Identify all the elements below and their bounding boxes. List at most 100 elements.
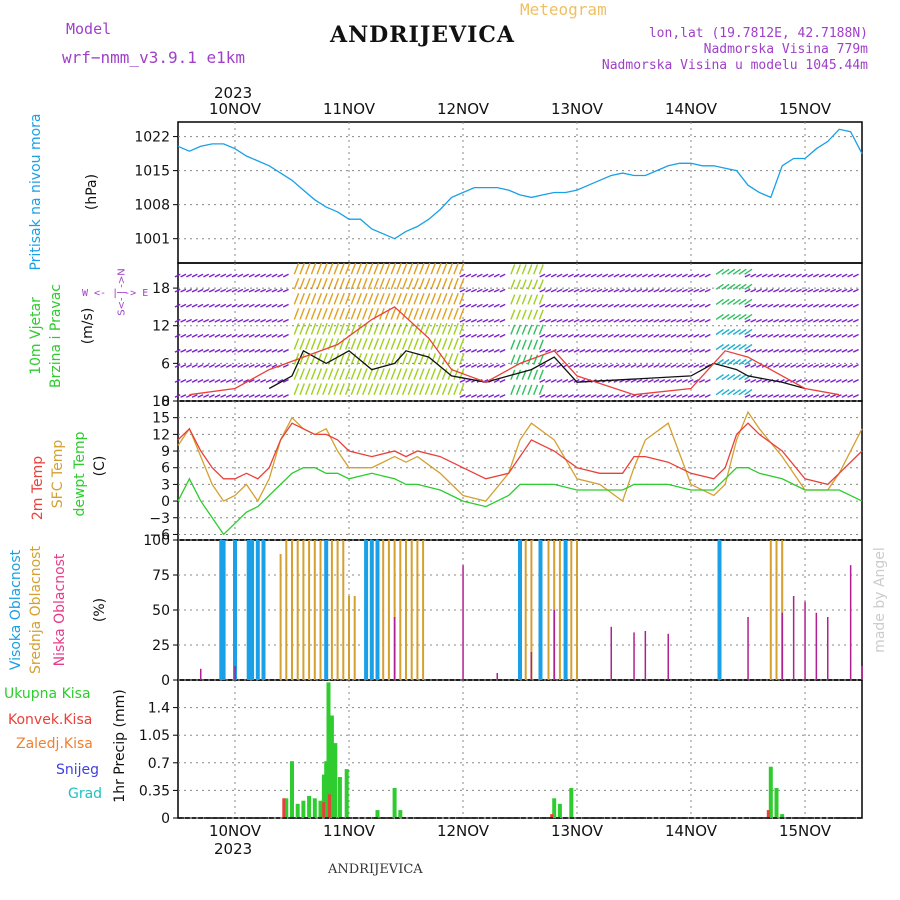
wind-arrow — [584, 273, 591, 278]
x-tick-bottom: 12NOV — [437, 822, 490, 840]
precip-bar-total — [295, 803, 300, 818]
wind-arrow — [527, 264, 533, 275]
wind-arrow — [316, 323, 323, 335]
wind-arrow — [527, 279, 533, 290]
wind-arrow — [214, 288, 221, 293]
wind-arrow — [533, 309, 539, 320]
wind-arrow — [185, 303, 192, 308]
wind-arrow — [384, 338, 391, 350]
wind-arrow — [174, 394, 181, 398]
wind-arrow — [852, 363, 859, 368]
wind-arrow — [401, 383, 408, 395]
wind-arrow — [265, 288, 272, 293]
wind-arrow — [305, 323, 311, 335]
wind-arrow — [282, 318, 289, 323]
wind-arrow — [453, 262, 459, 275]
wind-arrow — [344, 262, 351, 275]
wind-arrow — [715, 374, 724, 381]
wind-arrow — [847, 363, 854, 368]
wind-arrow — [830, 348, 837, 353]
wind-arrow — [322, 292, 328, 305]
wind-arrow — [316, 292, 323, 305]
wind-arrow — [596, 333, 603, 338]
wind-arrow — [704, 333, 711, 338]
wind-arrow — [208, 303, 215, 308]
wind-arrow — [373, 262, 380, 275]
cloud-bar-mid — [405, 540, 407, 680]
wind-arrow — [550, 333, 557, 338]
wind-arrow — [470, 394, 477, 398]
wind-arrow — [670, 288, 677, 293]
wind-arrow — [567, 379, 574, 383]
wind-arrow — [527, 294, 533, 305]
cloud-bar-high — [364, 540, 369, 680]
precip-frozen-label: Zaledj.Kisa — [16, 736, 93, 752]
cloud-bar-mid — [769, 540, 772, 680]
wind-arrow — [436, 277, 442, 290]
wind-arrow — [738, 343, 747, 351]
wind-arrow — [590, 273, 597, 278]
wind-arrow — [687, 318, 694, 323]
wind-arrow — [471, 318, 477, 323]
wind-arrow — [344, 277, 351, 290]
wind-arrow — [293, 292, 300, 305]
cloud-bar-low — [781, 612, 783, 680]
wind-arrow — [596, 363, 603, 368]
wind-arrow — [704, 348, 711, 353]
y-tick-temp: 18 — [152, 394, 170, 410]
wind-arrow — [344, 292, 351, 305]
wind-arrow — [693, 333, 700, 338]
wind-arrow — [407, 368, 414, 380]
wind-arrow — [436, 292, 442, 305]
wind-arrow — [367, 277, 374, 290]
wind-arrow — [750, 348, 757, 353]
wind-arrow — [807, 318, 814, 323]
wind-arrow — [465, 363, 472, 368]
cloud-bar-low — [200, 668, 202, 680]
wind-arrow — [220, 303, 227, 308]
wind-arrow — [613, 273, 620, 278]
wind-arrow — [556, 318, 563, 323]
wind-arrow — [619, 348, 626, 353]
cloud-bar-mid — [353, 596, 356, 680]
wind-arrow — [254, 363, 261, 368]
wind-arrow — [493, 303, 500, 308]
wind-arrow — [459, 288, 466, 293]
wind-arrow — [738, 268, 747, 275]
wind-arrow — [778, 273, 785, 278]
wind-arrow — [653, 333, 660, 338]
wind-arrow — [396, 323, 402, 335]
wind-arrow — [180, 273, 187, 278]
wind-arrow — [350, 262, 357, 275]
precip-bar-conv — [327, 794, 331, 818]
wind-arrow — [327, 292, 334, 305]
wind-arrow — [277, 348, 284, 353]
wind-arrow — [813, 318, 819, 323]
wind-arrow — [573, 348, 580, 353]
wind-arrow — [260, 303, 267, 308]
wind-arrow — [180, 303, 187, 308]
wind-arrow — [327, 368, 334, 380]
wind-arrow — [373, 353, 380, 365]
wind-arrow — [642, 379, 648, 383]
wind-arrow — [761, 379, 768, 383]
wind-arrow — [277, 303, 284, 308]
wind-arrow — [784, 273, 791, 278]
wind-arrow — [773, 303, 780, 308]
wind-arrow — [515, 294, 522, 305]
wind-arrow — [596, 303, 603, 308]
cloud-bar-low — [496, 673, 498, 680]
wind-arrow — [220, 363, 227, 368]
wind-arrow — [545, 333, 552, 338]
wind-arrow — [305, 262, 311, 275]
wind-arrow — [790, 348, 797, 353]
wind-arrow — [681, 303, 688, 308]
wind-arrow — [299, 338, 305, 350]
wind-arrow — [379, 277, 385, 290]
wind-arrow — [390, 262, 397, 275]
wind-arrow — [533, 339, 539, 350]
wind-arrow — [539, 303, 546, 308]
wind-arrow — [732, 374, 741, 381]
wind-arrow — [596, 348, 603, 353]
wind-arrow — [664, 394, 671, 398]
